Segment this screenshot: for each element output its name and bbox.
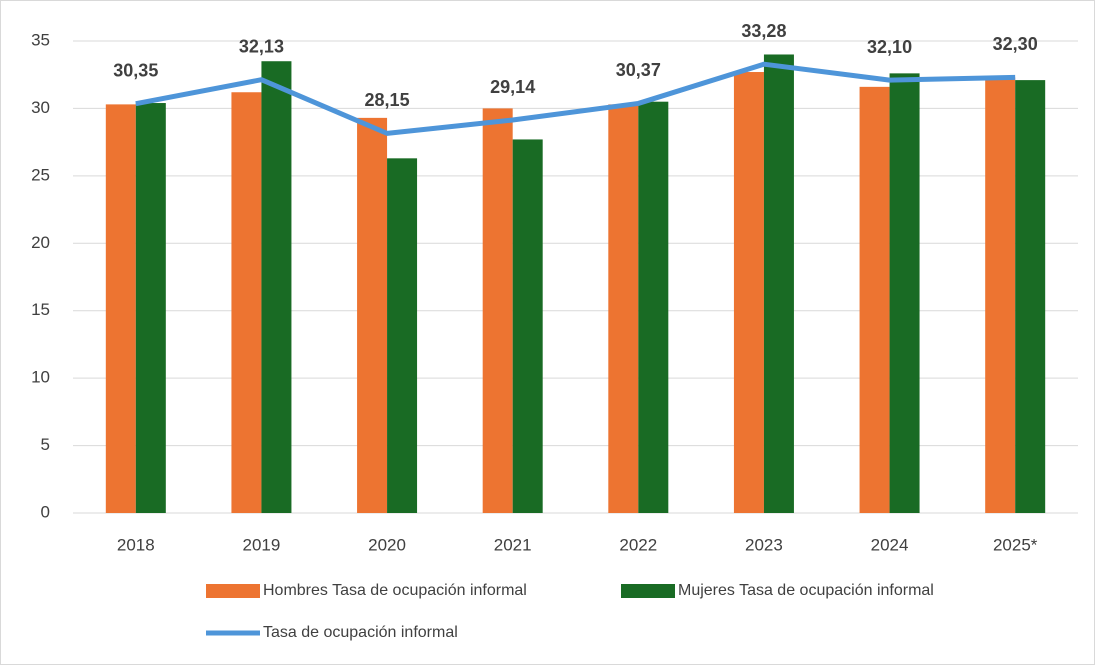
line xyxy=(135,61,1016,136)
legend-label: Mujeres Tasa de ocupación informal xyxy=(678,582,934,599)
bar xyxy=(889,73,920,513)
bar xyxy=(1015,80,1046,513)
bar xyxy=(357,117,388,514)
data-label: 30,37 xyxy=(616,60,661,80)
data-label: 28,15 xyxy=(365,90,410,110)
legend-swatch xyxy=(206,584,260,598)
x-tick-label: 2024 xyxy=(871,535,909,554)
bar xyxy=(387,158,418,513)
y-tick-label: 20 xyxy=(31,233,50,252)
x-tick-label: 2018 xyxy=(117,535,155,554)
y-tick-label: 30 xyxy=(31,98,50,117)
bar xyxy=(261,61,292,513)
y-tick-label: 35 xyxy=(31,30,50,49)
bar xyxy=(859,86,890,513)
bar xyxy=(985,77,1016,513)
x-tick-label: 2023 xyxy=(745,535,783,554)
bar xyxy=(231,92,262,513)
bar xyxy=(482,108,513,513)
bar xyxy=(733,72,764,513)
legend-swatch xyxy=(621,584,675,598)
legend-label: Tasa de ocupación informal xyxy=(263,624,458,641)
data-label: 32,30 xyxy=(993,34,1038,54)
data-label: 30,35 xyxy=(113,60,158,80)
data-label: 32,13 xyxy=(239,36,284,56)
bar xyxy=(135,103,166,513)
y-tick-label: 10 xyxy=(31,368,50,387)
x-tick-label: 2021 xyxy=(494,535,532,554)
data-label: 33,28 xyxy=(741,21,786,41)
y-tick-label: 15 xyxy=(31,300,50,319)
y-tick-label: 5 xyxy=(41,435,50,454)
data-label: 29,14 xyxy=(490,77,535,97)
x-tick-label: 2019 xyxy=(243,535,281,554)
data-label: 32,10 xyxy=(867,37,912,57)
bar xyxy=(608,104,639,513)
bar xyxy=(763,54,794,513)
legend-label: Hombres Tasa de ocupación informal xyxy=(263,582,527,599)
bar xyxy=(638,101,669,513)
bar xyxy=(512,139,543,513)
y-tick-label: 25 xyxy=(31,165,50,184)
bar xyxy=(105,104,136,513)
y-tick-label: 0 xyxy=(41,502,50,521)
x-tick-label: 2025* xyxy=(993,535,1038,554)
x-tick-label: 2020 xyxy=(368,535,406,554)
x-tick-label: 2022 xyxy=(619,535,657,554)
